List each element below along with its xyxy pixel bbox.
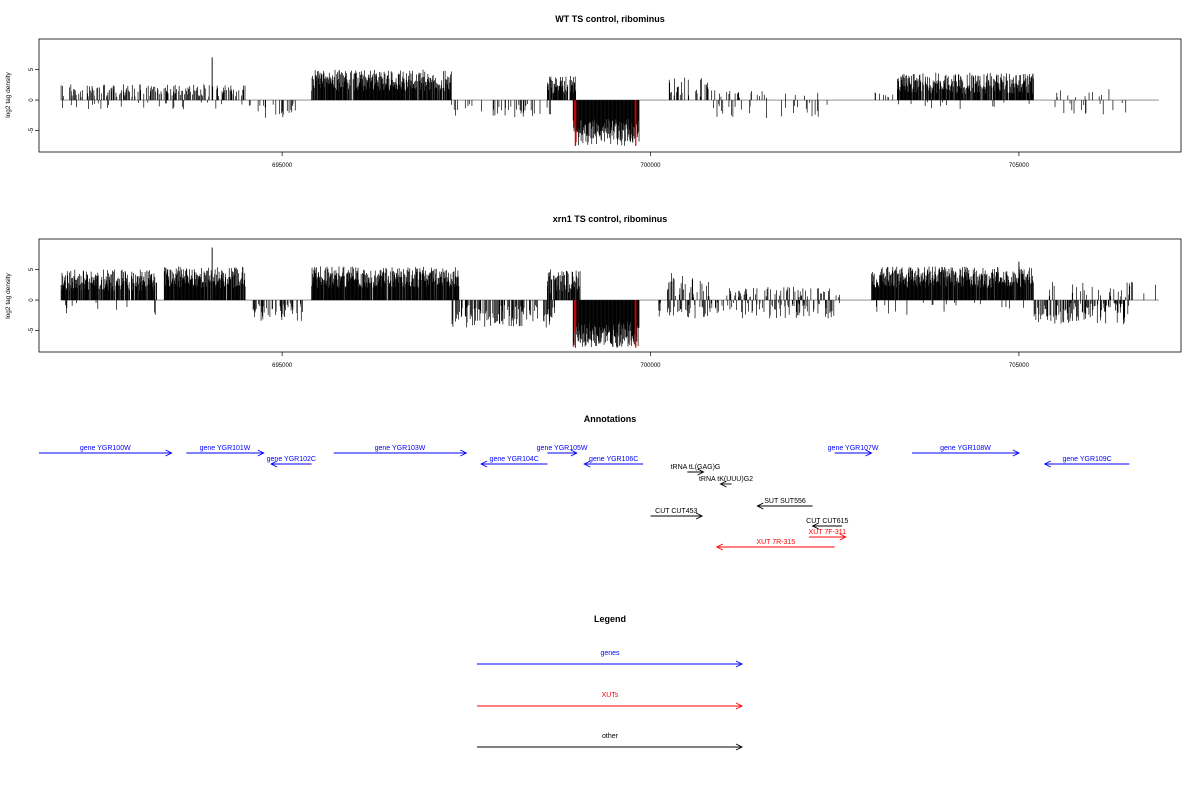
annotation-feature: gene YGR103W xyxy=(333,445,468,457)
annotation-feature: gene YGR106C xyxy=(583,456,644,468)
legend: Legend genes XUTs other xyxy=(477,614,744,751)
annotation-feature: gene YGR104C xyxy=(480,456,548,468)
x-tick-label: 705000 xyxy=(1009,163,1030,169)
y-tick-label: -5 xyxy=(29,327,35,333)
annotation-feature: gene YGR102C xyxy=(267,456,316,468)
y-tick-label: 5 xyxy=(29,67,35,71)
annotation-label: tRNA tK(UUU)G2 xyxy=(699,476,753,483)
annotation-feature: tRNA tL(GAG)G xyxy=(671,464,721,476)
legend-item-gene: genes xyxy=(477,650,744,668)
annotation-label: CUT CUT615 xyxy=(806,518,848,525)
legend-item-xut: XUTs xyxy=(477,692,744,710)
plot-frame-wt xyxy=(38,38,1182,153)
y-tick-label: -5 xyxy=(29,127,35,133)
legend-label: genes xyxy=(600,650,620,657)
y-axis-label-xrn1: log2 tag density xyxy=(5,272,12,318)
legend-items: genes XUTs other xyxy=(477,650,744,751)
axes-wt: 695000 700000 705000 -5 0 5 xyxy=(29,67,1030,169)
annotation-feature: SUT SUT556 xyxy=(756,498,813,510)
panel-title-xrn1: xrn1 TS control, ribominus xyxy=(553,214,668,224)
legend-label: XUTs xyxy=(602,692,619,699)
y-tick-label: 5 xyxy=(29,267,35,271)
y-tick-label: 0 xyxy=(29,298,35,302)
annotation-label: gene YGR105W xyxy=(537,445,588,452)
annotation-label: gene YGR107W xyxy=(828,445,879,452)
annotation-feature: tRNA tK(UUU)G2 xyxy=(699,476,753,488)
annotation-label: gene YGR106C xyxy=(589,456,638,463)
annotation-feature: gene YGR109C xyxy=(1043,456,1130,468)
annotation-label: gene YGR100W xyxy=(80,445,131,452)
annotation-feature: gene YGR107W xyxy=(828,445,879,457)
annotation-label: XUT 7F-311 xyxy=(809,529,847,536)
annotation-track: Annotations gene YGR100W gene YGR101Wgene… xyxy=(39,414,1130,551)
x-tick-label: 705000 xyxy=(1009,363,1030,369)
annotation-label: gene YGR104C xyxy=(490,456,539,463)
coverage-bars-wt xyxy=(60,57,1159,146)
y-tick-label: 0 xyxy=(29,98,35,102)
annotation-feature: XUT 7F-311 xyxy=(809,529,847,541)
axes-xrn1: 695000 700000 705000 -5 0 5 xyxy=(29,267,1030,369)
annotation-label: gene YGR102C xyxy=(267,456,316,463)
coverage-panel-xrn1: xrn1 TS control, ribominus log2 tag dens… xyxy=(5,214,1182,369)
annotation-feature: gene YGR100W xyxy=(39,445,173,457)
panel-title-wt: WT TS control, ribominus xyxy=(555,14,665,24)
annotation-feature: CUT CUT615 xyxy=(806,518,849,530)
coverage-panel-wt: WT TS control, ribominus log2 tag densit… xyxy=(5,14,1182,169)
coverage-bars-xrn1 xyxy=(60,247,1159,348)
annotation-feature: gene YGR105W xyxy=(537,445,588,457)
annotation-features: gene YGR100W gene YGR101W gene YGR102C gene… xyxy=(39,445,1130,551)
annotations-title: Annotations xyxy=(584,414,637,424)
legend-label: other xyxy=(602,733,619,740)
annotation-feature: gene YGR108W xyxy=(912,445,1020,457)
x-tick-label: 695000 xyxy=(272,163,293,169)
annotation-label: gene YGR108W xyxy=(940,445,991,452)
plot-frame-xrn1 xyxy=(38,238,1182,353)
annotation-label: tRNA tL(GAG)G xyxy=(671,464,721,471)
legend-title: Legend xyxy=(594,614,626,624)
annotation-feature: XUT 7R-315 xyxy=(715,539,835,551)
annotation-label: CUT CUT453 xyxy=(655,508,697,515)
legend-item-other: other xyxy=(477,733,744,751)
annotation-label: SUT SUT556 xyxy=(764,498,806,505)
annotation-label: gene YGR103W xyxy=(375,445,426,452)
annotation-label: gene YGR101W xyxy=(200,445,251,452)
x-tick-label: 700000 xyxy=(641,163,662,169)
annotation-feature: CUT CUT453 xyxy=(650,508,704,520)
x-tick-label: 700000 xyxy=(641,363,662,369)
annotation-label: gene YGR109C xyxy=(1062,456,1111,463)
annotation-label: XUT 7R-315 xyxy=(756,539,795,546)
annotation-feature: gene YGR101W xyxy=(186,445,265,457)
y-axis-label-wt: log2 tag density xyxy=(5,71,12,117)
x-tick-label: 695000 xyxy=(272,363,293,369)
